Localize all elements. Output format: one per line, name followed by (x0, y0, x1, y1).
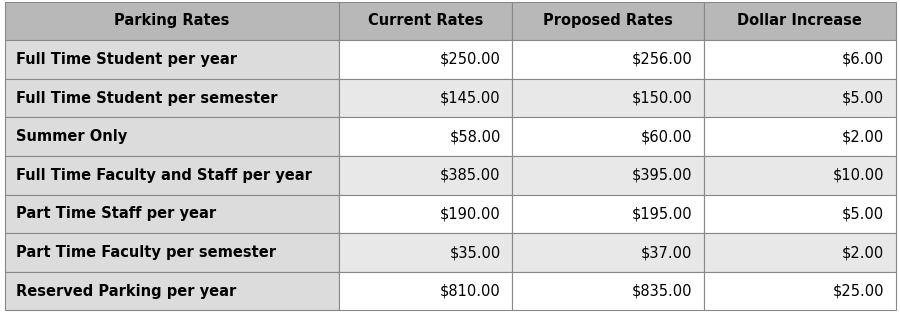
Text: $395.00: $395.00 (632, 168, 692, 183)
Text: Full Time Student per year: Full Time Student per year (16, 52, 238, 67)
Text: Summer Only: Summer Only (16, 129, 128, 144)
Bar (512, 156, 704, 195)
Text: $385.00: $385.00 (440, 168, 500, 183)
Bar (338, 117, 512, 156)
Bar (512, 79, 704, 117)
Text: $150.00: $150.00 (632, 90, 692, 105)
Text: $5.00: $5.00 (842, 90, 884, 105)
Bar (338, 272, 512, 310)
Bar (512, 272, 704, 310)
Bar (338, 233, 512, 272)
Text: $190.00: $190.00 (440, 207, 500, 222)
Bar (704, 40, 896, 79)
Text: Dollar Increase: Dollar Increase (737, 13, 862, 28)
Text: $35.00: $35.00 (449, 245, 500, 260)
Bar (4, 156, 338, 195)
Text: $250.00: $250.00 (440, 52, 500, 67)
Text: $810.00: $810.00 (440, 284, 500, 299)
Bar (338, 2, 512, 40)
Bar (704, 233, 896, 272)
Bar (512, 117, 704, 156)
Text: Parking Rates: Parking Rates (114, 13, 230, 28)
Text: Full Time Student per semester: Full Time Student per semester (16, 90, 278, 105)
Bar (704, 2, 896, 40)
Text: $10.00: $10.00 (832, 168, 884, 183)
Bar (338, 40, 512, 79)
Bar (704, 195, 896, 233)
Bar (4, 272, 338, 310)
Text: Reserved Parking per year: Reserved Parking per year (16, 284, 237, 299)
Bar (512, 233, 704, 272)
Bar (512, 195, 704, 233)
Text: $25.00: $25.00 (832, 284, 884, 299)
Text: Current Rates: Current Rates (368, 13, 483, 28)
Bar (704, 156, 896, 195)
Bar (512, 40, 704, 79)
Text: $37.00: $37.00 (641, 245, 692, 260)
Text: $6.00: $6.00 (842, 52, 884, 67)
Text: $5.00: $5.00 (842, 207, 884, 222)
Text: Part Time Staff per year: Part Time Staff per year (16, 207, 216, 222)
Text: Part Time Faculty per semester: Part Time Faculty per semester (16, 245, 276, 260)
Text: $2.00: $2.00 (842, 129, 884, 144)
Bar (338, 79, 512, 117)
Text: $60.00: $60.00 (641, 129, 692, 144)
Text: Proposed Rates: Proposed Rates (544, 13, 673, 28)
Bar (338, 156, 512, 195)
Bar (4, 195, 338, 233)
Text: $256.00: $256.00 (632, 52, 692, 67)
Bar (704, 117, 896, 156)
Text: $145.00: $145.00 (440, 90, 500, 105)
Bar (512, 2, 704, 40)
Bar (4, 40, 338, 79)
Text: $2.00: $2.00 (842, 245, 884, 260)
Bar (4, 233, 338, 272)
Text: $58.00: $58.00 (449, 129, 500, 144)
Bar (704, 272, 896, 310)
Bar (704, 79, 896, 117)
Bar (4, 117, 338, 156)
Bar (4, 79, 338, 117)
Text: Full Time Faculty and Staff per year: Full Time Faculty and Staff per year (16, 168, 312, 183)
Bar (338, 195, 512, 233)
Bar (4, 2, 338, 40)
Text: $835.00: $835.00 (632, 284, 692, 299)
Text: $195.00: $195.00 (632, 207, 692, 222)
